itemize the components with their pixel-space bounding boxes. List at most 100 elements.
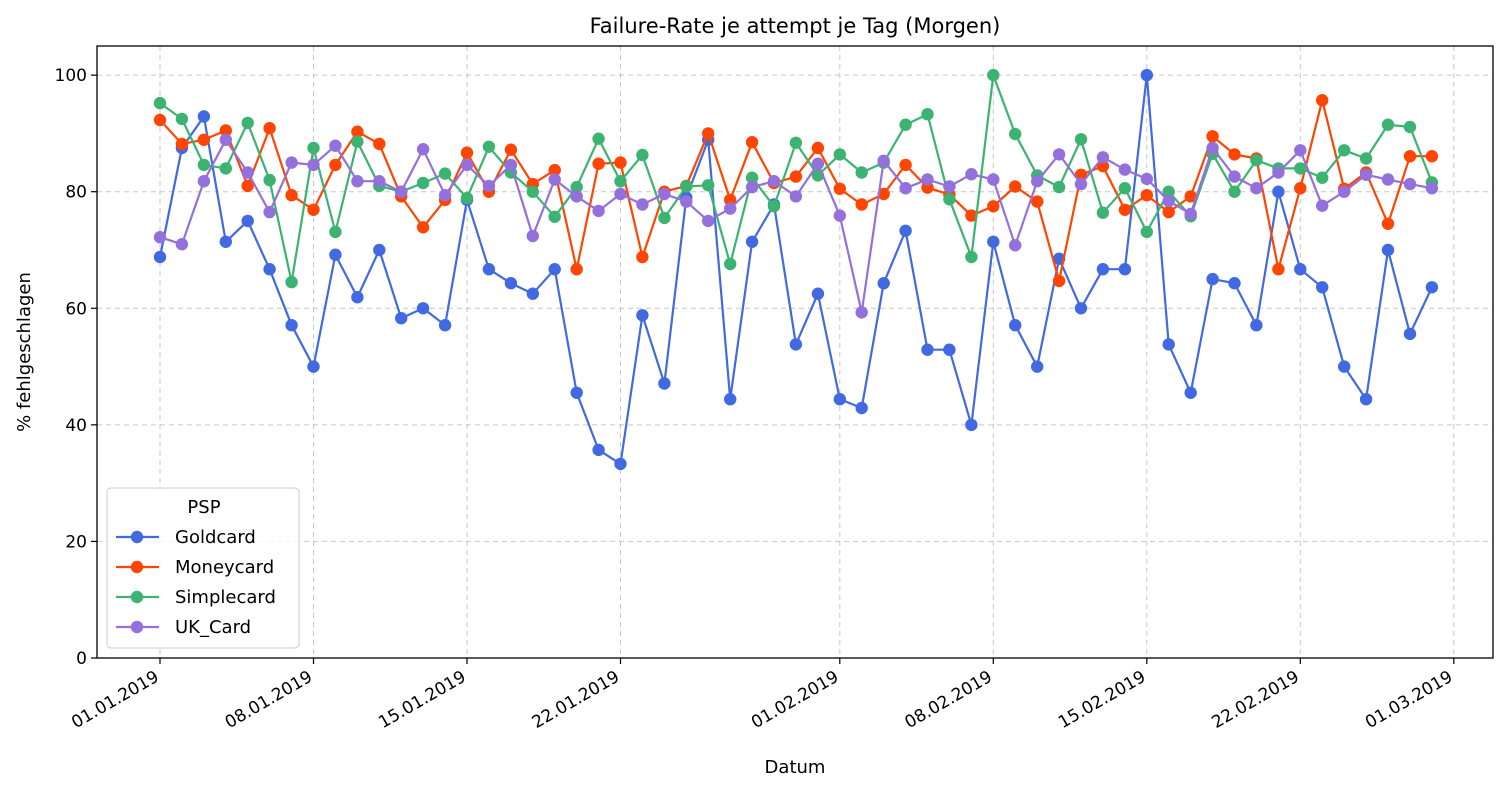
legend-item: Goldcard [116, 527, 256, 548]
data-point [1294, 144, 1307, 157]
data-point [416, 221, 430, 234]
data-point [1316, 94, 1329, 107]
data-point [1228, 277, 1241, 290]
data-point [241, 166, 254, 179]
data-point [1403, 327, 1417, 341]
data-point [724, 193, 737, 207]
data-point [1228, 170, 1241, 183]
data-point [921, 173, 934, 186]
legend-item: Simplecard [116, 587, 276, 608]
data-point [1096, 263, 1110, 276]
data-point [1074, 177, 1088, 191]
legend: PSP Goldcard Moneycard Simplecard UK_Card [106, 487, 300, 649]
data-point [702, 179, 715, 192]
data-point [614, 175, 627, 188]
data-point [921, 108, 934, 121]
data-point [987, 68, 1000, 82]
data-point [241, 179, 254, 193]
data-point [1403, 120, 1417, 134]
data-point [1184, 190, 1197, 203]
data-point [570, 180, 583, 194]
legend-box [106, 487, 300, 649]
data-point [811, 157, 825, 170]
data-point [263, 122, 276, 135]
data-point [855, 166, 868, 179]
data-point [285, 189, 298, 202]
data-point [1403, 177, 1417, 191]
series-layer [153, 68, 1439, 471]
data-point [482, 179, 496, 193]
y-axis: 0 20 40 60 80 100 [55, 66, 97, 669]
data-point [1228, 185, 1241, 198]
legend-label: Simplecard [175, 587, 276, 608]
data-point [351, 175, 364, 188]
series-uk_card [153, 133, 1439, 319]
data-point [614, 187, 627, 201]
data-point [855, 306, 868, 319]
data-point [1250, 319, 1263, 332]
data-point [1359, 152, 1373, 165]
chart-title: Failure-Rate je attempt je Tag (Morgen) [590, 14, 1001, 38]
data-point [1272, 185, 1285, 198]
data-point [965, 168, 978, 181]
data-point [307, 203, 320, 216]
data-point [153, 250, 167, 264]
data-point [1338, 360, 1351, 373]
x-tick-label: 22.01.2019 [529, 667, 623, 733]
data-point [153, 96, 167, 110]
data-point [1162, 338, 1175, 351]
data-point [438, 167, 452, 180]
data-point [1140, 68, 1154, 82]
data-point [1206, 272, 1219, 286]
y-tick-label: 40 [65, 416, 87, 436]
data-point [592, 443, 605, 457]
data-point [197, 110, 211, 123]
series-line [158, 73, 1433, 465]
data-point [1031, 175, 1044, 188]
data-point [745, 180, 759, 194]
data-point [1009, 319, 1022, 332]
x-tick-label: 08.02.2019 [901, 667, 995, 733]
data-point [1031, 195, 1044, 208]
data-point [1074, 302, 1088, 315]
data-point [1074, 168, 1088, 181]
x-tick-label: 15.01.2019 [375, 667, 469, 733]
data-point [504, 143, 518, 156]
data-point [745, 235, 759, 248]
data-point [1338, 144, 1351, 157]
data-point [614, 457, 627, 471]
data-point [1096, 206, 1110, 219]
data-point [285, 156, 298, 169]
data-point [1140, 225, 1154, 239]
data-point [548, 163, 561, 177]
data-point [373, 175, 386, 188]
x-tick-label: 01.02.2019 [748, 667, 842, 733]
data-point [460, 158, 474, 172]
data-point [987, 235, 1000, 248]
data-point [877, 277, 890, 290]
data-point [702, 127, 715, 140]
data-point [1381, 118, 1395, 131]
data-point [1316, 281, 1329, 294]
data-point [1118, 263, 1132, 276]
data-point [658, 187, 671, 201]
y-tick-label: 20 [65, 532, 87, 552]
data-point [285, 319, 298, 332]
data-point [789, 190, 803, 203]
data-point [241, 116, 254, 130]
data-point [1140, 172, 1154, 186]
data-point [1052, 148, 1066, 161]
data-point [680, 180, 693, 193]
data-point [1052, 180, 1066, 194]
legend-title: PSP [187, 497, 220, 518]
data-point [504, 158, 518, 172]
data-point [1250, 182, 1263, 195]
data-point [592, 157, 605, 170]
data-point [175, 238, 189, 251]
data-point [987, 173, 1000, 186]
data-point [307, 141, 320, 155]
data-point [570, 386, 583, 399]
data-point [636, 198, 649, 211]
data-point [592, 132, 605, 145]
data-point [329, 248, 342, 261]
